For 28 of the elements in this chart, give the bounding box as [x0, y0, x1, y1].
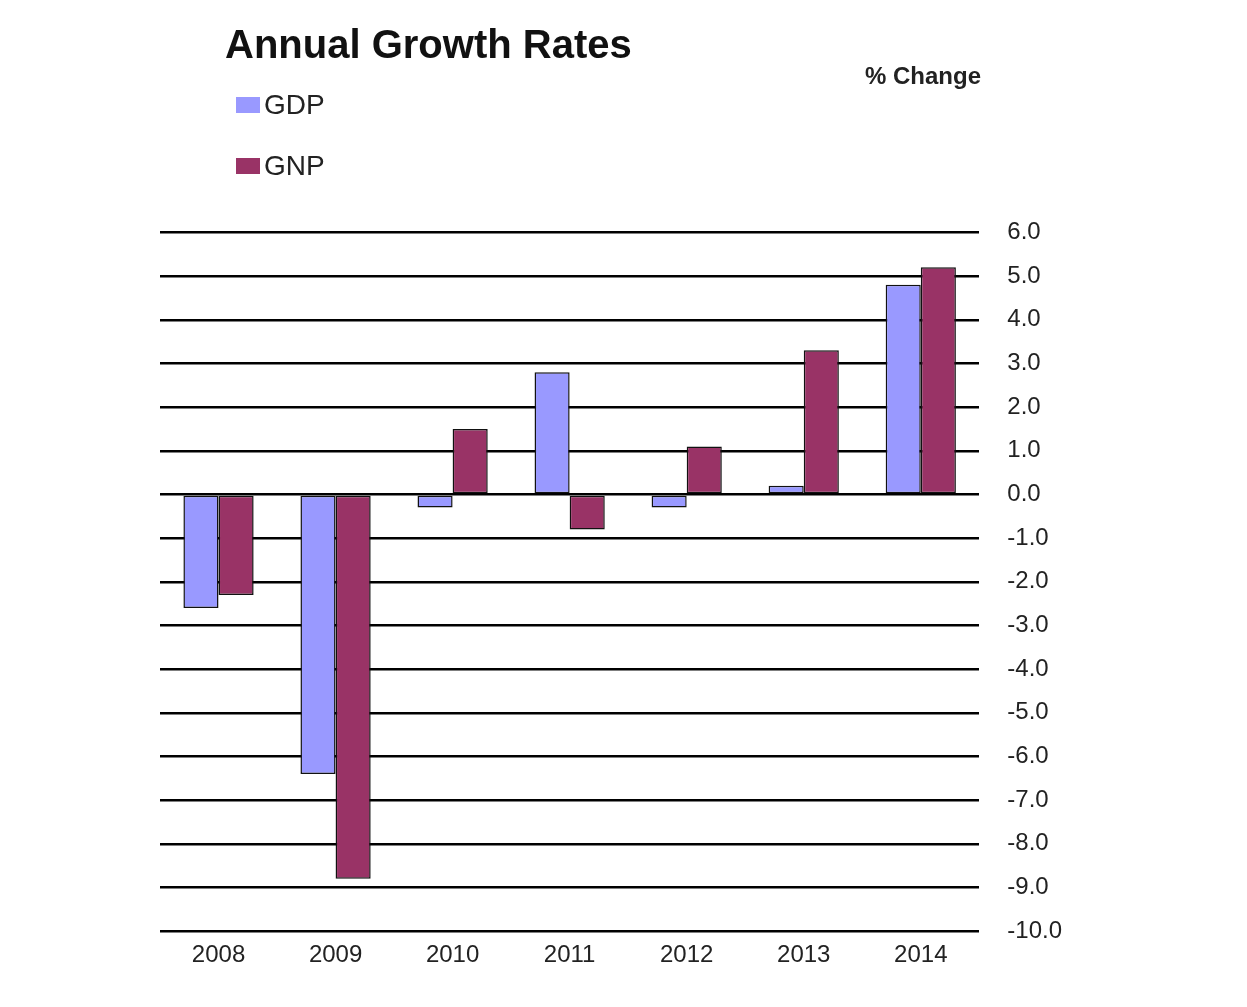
y-tick-label: 2.0: [1007, 391, 1041, 419]
y-tick-label: 5.0: [1007, 260, 1041, 288]
y-tick-label: -1.0: [1007, 522, 1049, 550]
legend-label: GNP: [263, 148, 325, 183]
x-tick-label: 2014: [894, 940, 948, 968]
y-tick-label: -10.0: [1007, 915, 1062, 943]
y-tick-label: -5.0: [1007, 697, 1049, 725]
y-tick-label: -9.0: [1007, 872, 1049, 900]
x-tick-label: 2013: [777, 940, 831, 968]
y-tick-label: -8.0: [1007, 828, 1049, 856]
chart-title: Annual Growth Rates: [225, 22, 632, 67]
y-tick-label: 3.0: [1007, 348, 1041, 376]
y-tick-label: 0.0: [1007, 479, 1041, 507]
y-tick-label: -6.0: [1007, 741, 1049, 769]
y-tick-label: -2.0: [1007, 566, 1049, 594]
y-tick-label: -7.0: [1007, 784, 1049, 812]
x-tick-label: 2009: [308, 940, 363, 968]
y-tick-label: 4.0: [1007, 304, 1041, 332]
x-tick-label: 2012: [660, 940, 714, 968]
legend-label: GDP: [263, 87, 325, 122]
y-tick-label: 1.0: [1007, 435, 1041, 463]
y-tick-label: -3.0: [1007, 610, 1049, 638]
x-tick-label: 2010: [425, 940, 480, 968]
text: % Change: [865, 62, 982, 90]
x-tick-label: 2008: [191, 940, 246, 968]
y-tick-label: 6.0: [1007, 217, 1041, 245]
y-tick-label: -4.0: [1007, 653, 1049, 681]
x-tick-label: 2011: [543, 940, 596, 968]
